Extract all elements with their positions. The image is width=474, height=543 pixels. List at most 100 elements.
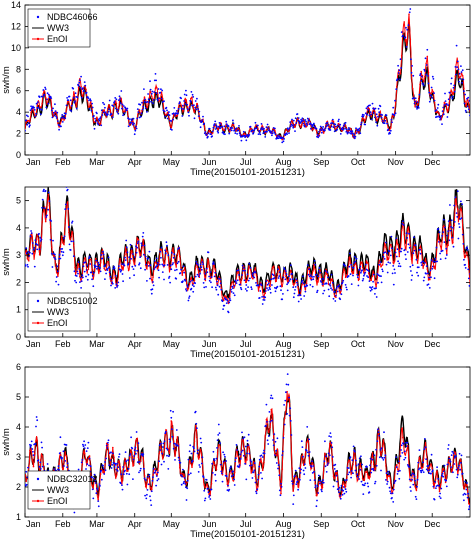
data-point	[303, 125, 306, 128]
data-point	[32, 250, 35, 252]
data-point	[52, 107, 54, 110]
data-point	[437, 480, 440, 483]
data-point	[54, 111, 57, 114]
data-point	[469, 114, 470, 117]
data-point	[239, 286, 242, 289]
data-point	[113, 270, 115, 273]
data-point	[342, 263, 345, 266]
data-point	[96, 122, 99, 124]
data-point	[178, 247, 181, 249]
data-point	[332, 485, 335, 488]
data-point	[191, 93, 194, 96]
data-point	[346, 128, 348, 131]
data-point	[190, 91, 193, 93]
data-point	[144, 98, 147, 101]
data-point	[416, 478, 419, 481]
data-point	[125, 109, 128, 112]
data-point	[326, 120, 329, 123]
data-point	[172, 410, 175, 413]
data-point	[442, 106, 445, 109]
data-point	[42, 462, 45, 465]
data-point	[465, 251, 468, 254]
data-point	[135, 452, 137, 455]
data-point	[266, 439, 269, 442]
data-point	[329, 285, 332, 287]
data-point	[330, 278, 332, 281]
data-point	[398, 262, 401, 265]
data-point	[256, 488, 259, 491]
data-point	[395, 456, 398, 458]
data-point	[180, 107, 183, 110]
y-tick-label: 3	[16, 250, 21, 260]
data-point	[322, 481, 325, 484]
data-point	[119, 102, 122, 105]
data-point	[334, 300, 337, 302]
data-point	[134, 129, 137, 132]
x-tick-label: Jul	[240, 157, 252, 167]
data-point	[108, 464, 110, 467]
data-point	[316, 289, 319, 292]
data-point	[456, 66, 459, 69]
data-point	[411, 65, 413, 67]
data-point	[460, 462, 462, 464]
data-point	[349, 262, 352, 265]
data-point	[36, 105, 38, 107]
data-point	[396, 78, 399, 80]
data-point	[196, 427, 198, 430]
data-point	[88, 257, 90, 259]
data-point	[124, 457, 126, 460]
legend-label: EnOI	[47, 34, 68, 44]
data-point	[396, 473, 399, 475]
data-point	[462, 78, 465, 81]
data-point	[299, 294, 302, 297]
data-point	[405, 449, 408, 452]
data-point	[369, 289, 372, 292]
data-point	[152, 281, 154, 283]
data-point	[346, 288, 348, 291]
data-point	[339, 123, 342, 126]
data-point	[184, 483, 187, 485]
data-point	[434, 257, 437, 260]
data-point	[192, 445, 195, 448]
data-point	[258, 131, 261, 134]
data-point	[324, 274, 326, 277]
data-point	[65, 104, 68, 107]
data-point	[409, 244, 412, 247]
data-point	[449, 204, 451, 206]
data-point	[212, 132, 214, 134]
data-point	[285, 383, 288, 386]
data-point	[431, 267, 434, 270]
data-point	[360, 271, 362, 274]
data-point	[131, 122, 134, 124]
data-point	[278, 275, 281, 277]
data-point	[102, 253, 105, 256]
data-point	[291, 118, 293, 121]
data-point	[344, 276, 347, 279]
data-point	[300, 468, 302, 471]
x-tick-label: Aug	[275, 157, 291, 167]
data-point	[104, 106, 106, 109]
data-point	[57, 270, 59, 273]
data-point	[224, 294, 226, 297]
data-point	[346, 479, 348, 481]
data-point	[242, 437, 245, 440]
data-point	[99, 116, 102, 118]
data-point	[313, 479, 316, 481]
data-point	[158, 263, 161, 266]
data-point	[307, 273, 310, 276]
data-point	[389, 254, 392, 257]
data-point	[327, 452, 330, 455]
data-point	[439, 245, 442, 248]
data-point	[182, 265, 185, 268]
data-point	[75, 281, 78, 284]
data-point	[292, 503, 295, 505]
data-point	[404, 454, 407, 456]
data-point	[422, 457, 425, 460]
data-point	[232, 122, 235, 125]
data-point	[402, 34, 404, 37]
data-point	[45, 216, 48, 218]
data-point	[214, 120, 217, 123]
data-point	[335, 294, 337, 297]
data-point	[219, 446, 221, 448]
data-point	[344, 479, 346, 481]
